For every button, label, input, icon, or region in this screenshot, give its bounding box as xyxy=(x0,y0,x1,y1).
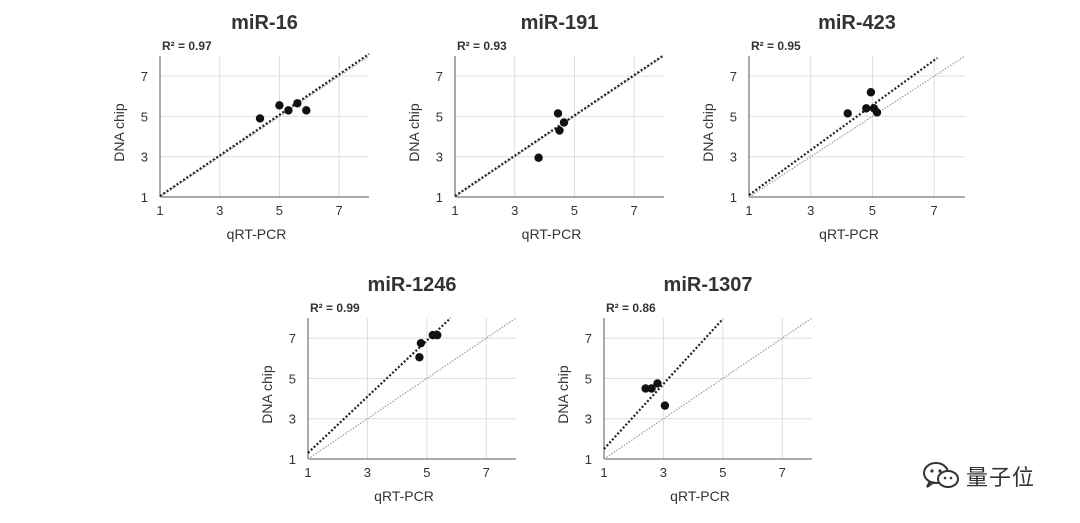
x-tick-label: 1 xyxy=(600,465,607,480)
x-tick-label: 5 xyxy=(719,465,726,480)
x-tick-label: 1 xyxy=(451,203,458,218)
x-tick-label: 5 xyxy=(869,203,876,218)
x-tick-label: 3 xyxy=(511,203,518,218)
x-tick-label: 5 xyxy=(571,203,578,218)
y-tick-label: 7 xyxy=(289,331,296,346)
x-axis-label: qRT-PCR xyxy=(522,226,582,242)
x-tick-label: 3 xyxy=(216,203,223,218)
data-point xyxy=(660,401,670,410)
y-tick-label: 3 xyxy=(289,412,296,427)
chart-title: miR-16 xyxy=(231,12,298,34)
data-point xyxy=(553,109,563,118)
data-point xyxy=(653,379,662,388)
identity-line xyxy=(307,317,517,460)
y-tick-label: 5 xyxy=(585,371,592,386)
data-point xyxy=(416,338,426,348)
y-tick-label: 5 xyxy=(289,371,296,386)
y-tick-label: 5 xyxy=(141,109,148,124)
data-point xyxy=(433,330,442,340)
y-tick-label: 5 xyxy=(436,109,443,124)
x-tick-label: 5 xyxy=(423,465,430,480)
y-tick-label: 1 xyxy=(289,452,296,467)
data-point xyxy=(647,384,656,393)
x-tick-label: 1 xyxy=(156,203,163,218)
data-point xyxy=(843,109,852,118)
r-squared-label: R² = 0.86 xyxy=(606,301,656,315)
y-tick-label: 7 xyxy=(436,69,443,84)
identity-line xyxy=(603,317,813,460)
chart-title: miR-1307 xyxy=(664,274,753,296)
x-tick-label: 7 xyxy=(779,465,786,480)
watermark-text: 量子位 xyxy=(966,466,1036,491)
data-point xyxy=(415,353,424,362)
data-point xyxy=(534,153,543,162)
x-axis-label: qRT-PCR xyxy=(374,488,434,504)
y-axis-label: DNA chip xyxy=(555,365,571,424)
chart-panel-5: 1 3 5 7 1 3 5 7 miR-1307 R² = 0.86 qRT-PCR DNA chip xyxy=(555,274,813,504)
y-tick-label: 1 xyxy=(730,190,737,205)
r-squared-label: R² = 0.95 xyxy=(751,39,801,53)
r-squared-label: R² = 0.99 xyxy=(310,301,360,315)
x-tick-label: 1 xyxy=(745,203,752,218)
y-tick-label: 1 xyxy=(585,452,592,467)
r-squared-label: R² = 0.97 xyxy=(162,39,212,53)
x-tick-label: 3 xyxy=(807,203,814,218)
data-point xyxy=(255,114,265,123)
trend-line xyxy=(748,57,938,196)
x-tick-label: 3 xyxy=(660,465,667,480)
data-point xyxy=(275,101,284,110)
x-tick-label: 3 xyxy=(364,465,371,480)
data-point xyxy=(862,104,871,113)
chart-panel-1: 1 3 5 7 1 3 5 7 miR-16 R² = 0.97 qRT-PCR DNA chip xyxy=(111,12,370,242)
x-tick-label: 7 xyxy=(336,203,343,218)
data-point xyxy=(284,106,293,115)
data-point xyxy=(555,126,564,135)
r-squared-label: R² = 0.93 xyxy=(457,39,507,53)
x-axis-label: qRT-PCR xyxy=(819,226,879,242)
x-tick-label: 1 xyxy=(304,465,311,480)
x-tick-label: 5 xyxy=(276,203,283,218)
chart-title: miR-423 xyxy=(818,12,896,34)
y-tick-label: 7 xyxy=(141,69,148,84)
y-tick-label: 1 xyxy=(436,190,443,205)
x-axis-label: qRT-PCR xyxy=(670,488,730,504)
x-tick-label: 7 xyxy=(483,465,490,480)
data-point xyxy=(293,99,302,108)
data-point xyxy=(641,384,650,393)
y-tick-label: 3 xyxy=(730,150,737,165)
x-axis-label: qRT-PCR xyxy=(227,226,287,242)
trend-line xyxy=(159,53,370,197)
y-tick-label: 3 xyxy=(436,150,443,165)
wechat-icon xyxy=(923,462,959,488)
chart-title: miR-1246 xyxy=(368,274,457,296)
data-point xyxy=(302,106,311,115)
y-tick-label: 1 xyxy=(141,190,148,205)
chart-panel-4: 1 3 5 7 1 3 5 7 miR-1246 R² = 0.99 qRT-PCR DNA chip xyxy=(259,274,517,504)
y-axis-label: DNA chip xyxy=(406,103,422,162)
y-axis-label: DNA chip xyxy=(700,103,716,162)
y-axis-label: DNA chip xyxy=(259,365,275,424)
chart-panel-2: 1 3 5 7 1 3 5 7 miR-191 R² = 0.93 qRT-PCR DNA chip xyxy=(406,12,665,242)
watermark: 量子位 xyxy=(922,458,1035,494)
identity-line xyxy=(748,55,966,198)
chart-panel-3: 1 3 5 7 1 3 5 7 miR-423 R² = 0.95 qRT-PCR DNA chip xyxy=(700,12,966,242)
trend-line xyxy=(307,317,452,454)
chart-title: miR-191 xyxy=(521,12,599,34)
x-tick-label: 7 xyxy=(931,203,938,218)
y-tick-label: 7 xyxy=(730,69,737,84)
y-tick-label: 3 xyxy=(141,150,148,165)
data-point xyxy=(872,108,882,117)
trend-line xyxy=(603,318,724,450)
y-tick-label: 3 xyxy=(585,412,592,427)
data-point xyxy=(559,118,569,127)
data-point xyxy=(866,88,876,97)
y-tick-label: 5 xyxy=(730,109,737,124)
y-axis-label: DNA chip xyxy=(111,103,127,162)
y-tick-label: 7 xyxy=(585,331,592,346)
x-tick-label: 7 xyxy=(631,203,638,218)
